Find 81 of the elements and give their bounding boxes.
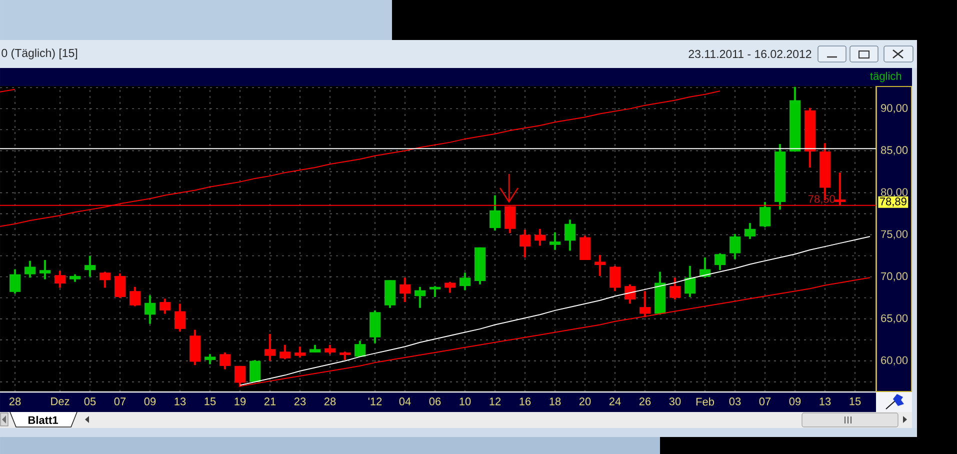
x-tick-label: Dez [51, 398, 70, 406]
candlestick [264, 332, 276, 362]
x-tick-label: 20 [579, 398, 591, 406]
x-tick-label: 28 [324, 398, 336, 406]
candlestick [594, 254, 606, 277]
x-tick-label: 06 [429, 398, 441, 406]
candlestick [714, 252, 726, 272]
candlestick [100, 270, 111, 289]
candlestick [760, 200, 771, 228]
candlestick [460, 272, 471, 292]
x-tick-label: 09 [144, 398, 156, 406]
candlestick [564, 218, 576, 252]
candlestick [10, 268, 21, 295]
x-tick-label: 19 [234, 398, 246, 406]
candlestick [130, 286, 141, 308]
candlestick [624, 283, 636, 305]
x-tick-label: 21 [264, 398, 276, 406]
candlestick [220, 351, 231, 370]
candlestick [294, 346, 306, 359]
y-tick-label: 80,00 [881, 188, 908, 198]
candlestick [684, 264, 696, 298]
y-tick-label: 85,00 [881, 146, 908, 156]
candlestick [534, 228, 546, 247]
x-tick-label: 13 [174, 398, 186, 406]
x-tick-label: 05 [84, 398, 96, 406]
x-tick-label: 23 [294, 398, 306, 406]
x-tick-label: 09 [789, 398, 801, 406]
y-tick-label: 75,00 [881, 230, 908, 240]
text: täglich [870, 72, 902, 82]
candlestick [430, 285, 441, 298]
candlestick [174, 302, 186, 332]
x-tick-label: 04 [399, 398, 411, 406]
y-tick-label: 65,00 [881, 314, 908, 324]
text: Blatt1 [28, 416, 58, 424]
x-tick-label: 15 [204, 398, 216, 406]
x-tick-label: 16 [520, 398, 531, 406]
x-tick-label: 26 [639, 398, 651, 406]
x-tick-label: 12 [490, 398, 501, 406]
chart-subtitle: 23.11.2011 - 16.02.2012 [688, 50, 812, 58]
x-tick-label: 28 [9, 398, 21, 406]
candlestick [24, 260, 36, 279]
candlestick [730, 232, 741, 260]
candlestick [354, 340, 366, 358]
chart-title: 0 (Täglich) [15] [2, 48, 78, 60]
y-tick-label: 60,00 [881, 356, 908, 366]
candlestick [400, 276, 411, 304]
candlestick [490, 194, 501, 232]
x-tick-label: 18 [550, 398, 561, 406]
candlestick [250, 359, 261, 383]
candlestick [144, 294, 156, 325]
candlestick [54, 270, 66, 289]
candlestick [414, 286, 426, 309]
x-tick-label: 10 [460, 398, 471, 406]
x-tick-label: 30 [669, 398, 681, 406]
candlestick [114, 272, 126, 299]
candlestick [670, 276, 681, 301]
y-tick-label: 90,00 [881, 104, 908, 114]
x-tick-label: Feb [696, 398, 714, 406]
candlestick [160, 298, 171, 315]
candlestick [700, 256, 711, 279]
candlestick [40, 259, 51, 280]
annotation: 78,89 [880, 198, 906, 207]
candlestick [580, 234, 591, 262]
candlestick [444, 280, 456, 294]
candlestick [640, 290, 651, 318]
candlestick [204, 353, 216, 366]
candlestick [280, 344, 291, 360]
candlestick [520, 228, 531, 258]
x-tick-label: '12 [368, 398, 382, 406]
candlestick [84, 254, 96, 278]
candlestick [744, 222, 756, 240]
y-tick-label: 70,00 [881, 272, 908, 282]
x-tick-label: 24 [609, 398, 621, 406]
candlestick [550, 231, 561, 251]
x-tick-label: 07 [759, 398, 771, 406]
candlestick [324, 344, 336, 356]
x-tick-label: 07 [114, 398, 126, 406]
x-tick-label: 03 [729, 398, 741, 406]
x-tick-label: 15 [850, 398, 861, 406]
x-tick-label: 13 [820, 398, 831, 406]
candlestick [610, 264, 621, 292]
